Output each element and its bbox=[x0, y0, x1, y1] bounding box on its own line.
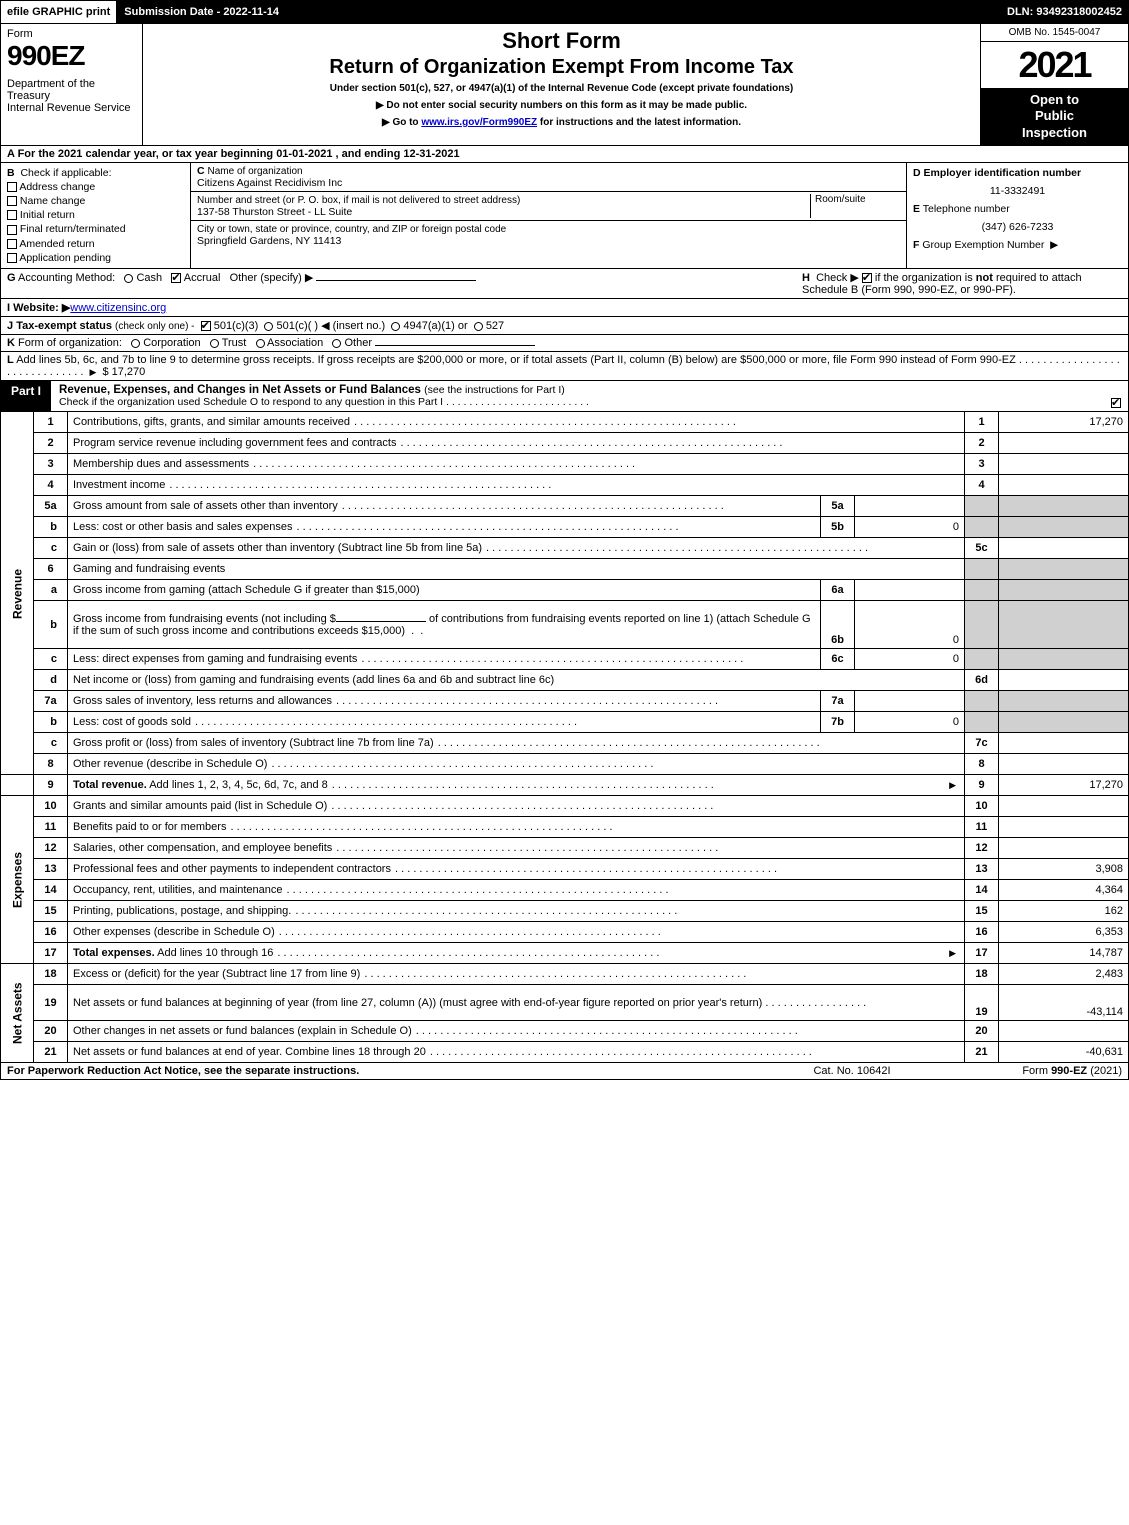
header-center: Short Form Return of Organization Exempt… bbox=[143, 24, 980, 145]
line19-amount: -43,114 bbox=[999, 985, 1129, 1021]
form-word: Form bbox=[7, 28, 136, 40]
line-a: A For the 2021 calendar year, or tax yea… bbox=[0, 146, 1129, 163]
amended-return-checkbox[interactable] bbox=[7, 239, 17, 249]
title-short: Short Form bbox=[149, 28, 974, 54]
efile-print[interactable]: efile GRAPHIC print bbox=[1, 1, 118, 23]
final-return-checkbox[interactable] bbox=[7, 225, 17, 235]
line21-amount: -40,631 bbox=[999, 1042, 1129, 1063]
tax-year: 2021 bbox=[981, 42, 1128, 88]
section-bcd: B Check if applicable: Address change Na… bbox=[0, 163, 1129, 269]
line-g-h: G Accounting Method: Cash Accrual Other … bbox=[0, 269, 1129, 299]
line-l: L Add lines 5b, 6c, and 7b to line 9 to … bbox=[0, 352, 1129, 381]
line14-amount: 4,364 bbox=[999, 880, 1129, 901]
other-org-input[interactable] bbox=[375, 345, 535, 346]
501c3-checkbox[interactable] bbox=[201, 321, 211, 331]
room-suite-label: Room/suite bbox=[810, 194, 900, 218]
title-main: Return of Organization Exempt From Incom… bbox=[149, 56, 974, 79]
cat-no: Cat. No. 10642I bbox=[752, 1065, 952, 1077]
501c-radio[interactable] bbox=[264, 322, 273, 331]
line7b-value: 0 bbox=[855, 712, 965, 733]
part1-title: Revenue, Expenses, and Changes in Net As… bbox=[51, 381, 1104, 411]
part1-tab: Part I bbox=[1, 381, 51, 411]
revenue-label: Revenue bbox=[1, 412, 34, 775]
part1-header: Part I Revenue, Expenses, and Changes in… bbox=[0, 381, 1129, 412]
expenses-label: Expenses bbox=[1, 796, 34, 964]
trust-radio[interactable] bbox=[210, 339, 219, 348]
line-j: J Tax-exempt status (check only one) - 5… bbox=[0, 317, 1129, 335]
irs-link[interactable]: www.irs.gov/Form990EZ bbox=[421, 117, 537, 128]
website-link[interactable]: www.citizensinc.org bbox=[70, 302, 166, 314]
app-pending-checkbox[interactable] bbox=[7, 253, 17, 263]
inspection-badge: Open to Public Inspection bbox=[981, 88, 1128, 145]
org-city: Springfield Gardens, NY 11413 bbox=[197, 235, 341, 247]
org-address: 137-58 Thurston Street - LL Suite bbox=[197, 206, 352, 218]
schedule-b-checkbox[interactable] bbox=[862, 273, 872, 283]
netassets-label: Net Assets bbox=[1, 964, 34, 1063]
initial-return-checkbox[interactable] bbox=[7, 210, 17, 220]
dln: DLN: 93492318002452 bbox=[1001, 1, 1128, 23]
section-b: B Check if applicable: Address change Na… bbox=[1, 163, 191, 268]
527-radio[interactable] bbox=[474, 322, 483, 331]
section-c: C Name of organization Citizens Against … bbox=[191, 163, 906, 268]
line16-amount: 6,353 bbox=[999, 922, 1129, 943]
line1-amount: 17,270 bbox=[999, 412, 1129, 433]
telephone-value: (347) 626-7233 bbox=[913, 220, 1122, 234]
line-i: I Website: ▶www.citizensinc.org bbox=[0, 299, 1129, 317]
line5b-value: 0 bbox=[855, 517, 965, 538]
instr-goto: ▶ Go to www.irs.gov/Form990EZ for instru… bbox=[149, 117, 974, 128]
subtitle: Under section 501(c), 527, or 4947(a)(1)… bbox=[149, 83, 974, 94]
instr-ssn: ▶ Do not enter social security numbers o… bbox=[149, 100, 974, 111]
line13-amount: 3,908 bbox=[999, 859, 1129, 880]
part1-table: Revenue 1 Contributions, gifts, grants, … bbox=[0, 412, 1129, 1064]
line6b-value: 0 bbox=[855, 601, 965, 649]
line18-amount: 2,483 bbox=[999, 964, 1129, 985]
other-org-radio[interactable] bbox=[332, 339, 341, 348]
4947-radio[interactable] bbox=[391, 322, 400, 331]
omb-number: OMB No. 1545-0047 bbox=[981, 24, 1128, 42]
cash-radio[interactable] bbox=[124, 274, 133, 283]
irs-label: Internal Revenue Service bbox=[7, 102, 136, 114]
other-method-input[interactable] bbox=[316, 280, 476, 281]
submission-date: Submission Date - 2022-11-14 bbox=[118, 1, 287, 23]
form-header: Form 990EZ Department of the Treasury In… bbox=[0, 24, 1129, 146]
dept-treasury: Department of the Treasury bbox=[7, 78, 136, 102]
form-number: 990EZ bbox=[7, 40, 136, 72]
gross-receipts: $ 17,270 bbox=[102, 366, 145, 378]
paperwork-notice: For Paperwork Reduction Act Notice, see … bbox=[7, 1065, 752, 1077]
line-k: K Form of organization: Corporation Trus… bbox=[0, 335, 1129, 352]
line15-amount: 162 bbox=[999, 901, 1129, 922]
header-left: Form 990EZ Department of the Treasury In… bbox=[1, 24, 143, 145]
ein-value: 11-3332491 bbox=[913, 184, 1122, 198]
header-right: OMB No. 1545-0047 2021 Open to Public In… bbox=[980, 24, 1128, 145]
org-name: Citizens Against Recidivism Inc bbox=[197, 177, 342, 189]
assoc-radio[interactable] bbox=[256, 339, 265, 348]
name-change-checkbox[interactable] bbox=[7, 196, 17, 206]
schedule-o-checkbox[interactable] bbox=[1111, 398, 1121, 408]
section-def: D Employer identification number 11-3332… bbox=[906, 163, 1128, 268]
line6c-value: 0 bbox=[855, 649, 965, 670]
addr-change-checkbox[interactable] bbox=[7, 182, 17, 192]
accrual-checkbox[interactable] bbox=[171, 273, 181, 283]
line9-amount: 17,270 bbox=[999, 775, 1129, 796]
page-footer: For Paperwork Reduction Act Notice, see … bbox=[0, 1063, 1129, 1080]
corp-radio[interactable] bbox=[131, 339, 140, 348]
line17-amount: 14,787 bbox=[999, 943, 1129, 964]
top-bar: efile GRAPHIC print Submission Date - 20… bbox=[0, 0, 1129, 24]
